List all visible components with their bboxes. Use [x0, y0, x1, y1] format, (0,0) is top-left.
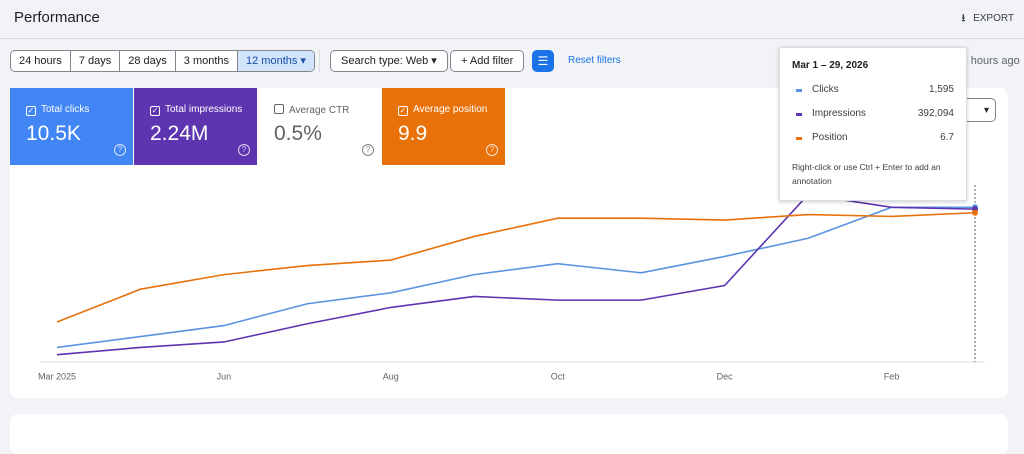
- tooltip-series-name: Clicks: [812, 84, 839, 95]
- metric-value: 9.9: [398, 122, 428, 145]
- tooltip-hint: Right-click or use Ctrl + Enter to add a…: [792, 162, 941, 186]
- tooltip-series-name: Position: [812, 132, 848, 143]
- date-range-group: 24 hours 7 days 28 days 3 months 12 months ▾: [10, 50, 315, 72]
- divider: [0, 38, 1024, 39]
- x-tick-label: Aug: [383, 371, 399, 381]
- tooltip-value: 6.7: [940, 132, 954, 143]
- metric-label-row: ✓ Total impressions: [150, 104, 242, 116]
- metric-label: Average position: [413, 104, 488, 115]
- tooltip-row: Impressions 392,094: [792, 108, 954, 122]
- metric-label-row: ✓ Average position: [398, 104, 487, 116]
- export-label: EXPORT: [973, 13, 1014, 24]
- help-icon: ?: [362, 144, 374, 156]
- page: Performance ⭳ EXPORT 24 hours 7 days 28 day…: [0, 9, 1024, 454]
- series-line: [56, 206, 975, 349]
- metric-value: 0.5%: [274, 122, 322, 145]
- date-range-chip[interactable]: 24 hours: [11, 51, 71, 71]
- metric-tile[interactable]: ✓ Total impressions 2.24M?: [134, 88, 257, 165]
- page-title: Performance: [14, 9, 100, 26]
- series-line: [56, 193, 976, 356]
- search-type: Search type: Web: [341, 55, 429, 67]
- x-tick-label: Mar 2025: [38, 371, 76, 381]
- tooltip: Mar 1 – 29, 2026 Right-click or use Ctrl…: [779, 47, 967, 201]
- help-icon: ?: [486, 144, 498, 156]
- tooltip-series-name: Impressions: [812, 108, 866, 119]
- tooltip-value: 1,595: [928, 84, 954, 95]
- tooltip-row: Clicks 1,595: [792, 84, 954, 98]
- checkbox: ✓: [26, 106, 36, 116]
- tooltip-row: Position 6.7: [792, 132, 954, 146]
- metric-label: Total clicks: [41, 104, 90, 115]
- x-tick-label: Jun: [217, 371, 232, 381]
- help-icon: ?: [238, 144, 250, 156]
- export-button[interactable]: ⭳ EXPORT: [961, 13, 1014, 24]
- metric-label-row: ✓ Total clicks: [26, 104, 89, 116]
- date-range-chip[interactable]: 7 days: [71, 51, 121, 71]
- separator: [319, 50, 320, 72]
- x-tick-label: Dec: [717, 371, 734, 381]
- metric-value: 2.24M: [150, 122, 209, 145]
- date-range-chip[interactable]: 12 months ▾: [238, 51, 314, 71]
- series-swatch: [796, 137, 802, 140]
- checkbox: [274, 104, 284, 114]
- tooltip-date: Mar 1 – 29, 2026: [792, 60, 869, 71]
- series-line: [56, 211, 976, 323]
- tooltip-value: 392,094: [917, 108, 954, 119]
- add-filter: Add filter: [469, 55, 514, 67]
- x-tick-label: Feb: [884, 371, 900, 381]
- search-type-button[interactable]: Search type: Web ▾: [330, 50, 448, 72]
- metric-tile[interactable]: ✓ Average position 9.9?: [382, 88, 505, 165]
- series-swatch: [796, 113, 802, 116]
- metric-label: Total impressions: [165, 104, 243, 115]
- hover-dot: [972, 209, 978, 216]
- x-tick-label: Oct: [551, 371, 566, 381]
- checkbox: ✓: [398, 106, 408, 116]
- metric-tile[interactable]: ✓ Total clicks 10.5K?: [10, 88, 133, 165]
- metric-label: Average CTR: [289, 105, 350, 116]
- checkbox: ✓: [150, 106, 160, 116]
- add-filter-button[interactable]: + Add filter: [450, 50, 525, 72]
- series-swatch: [796, 89, 802, 92]
- help-icon: ?: [114, 144, 126, 156]
- date-range-chip[interactable]: 3 months: [176, 51, 239, 71]
- reset-filters[interactable]: Reset filters: [568, 55, 621, 66]
- metric-label-row: Average CTR: [274, 104, 349, 116]
- metric-tile[interactable]: Average CTR 0.5%?: [258, 88, 381, 165]
- date-range-chip[interactable]: 28 days: [120, 51, 176, 71]
- filter-icon-button[interactable]: ☰: [532, 50, 554, 72]
- metric-value: 10.5K: [26, 122, 81, 145]
